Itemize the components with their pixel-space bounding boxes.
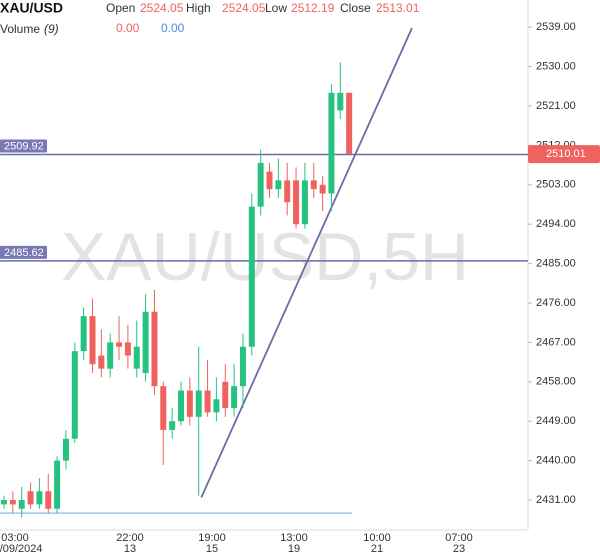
candle-body	[195, 390, 202, 417]
y-tick-label: 2485.00	[536, 257, 576, 269]
price-line-label: 2485.62	[4, 247, 44, 259]
candle-body	[89, 316, 96, 365]
y-tick-label: 2467.00	[536, 336, 576, 348]
candle-body	[27, 491, 34, 505]
volume-label: Volume	[0, 22, 40, 36]
candle-body	[36, 491, 43, 505]
candle-body	[257, 162, 264, 207]
volume-value: 0.00	[161, 21, 185, 35]
price-line-label-box	[0, 245, 47, 259]
candle-body	[319, 184, 326, 194]
candle-body	[169, 421, 176, 430]
candle-body	[116, 342, 123, 347]
candle-body	[186, 390, 193, 417]
y-tick-label: 2494.00	[536, 218, 576, 230]
x-date-label: 13	[124, 543, 136, 555]
header-low-label: Low	[265, 1, 287, 15]
x-date-label: 21	[371, 543, 383, 555]
header-open: 2524.05	[140, 1, 184, 15]
y-tick-label: 2431.00	[536, 494, 576, 506]
x-date-label: 19	[288, 543, 300, 555]
candle-body	[346, 92, 353, 155]
x-date-label: 15	[206, 543, 218, 555]
price-line-label: 2509.92	[4, 140, 44, 152]
candle-body	[107, 342, 114, 369]
last-price-label: 2510.01	[546, 148, 586, 160]
candle-body	[328, 92, 335, 194]
header-close: 2513.01	[376, 1, 420, 15]
watermark: XAU/USD,5H	[61, 219, 469, 295]
x-tick-label: 10:00	[363, 532, 391, 544]
candle-body	[9, 500, 16, 505]
candle-body	[310, 180, 317, 190]
candle-body	[45, 491, 52, 509]
x-tick-label: 13:00	[280, 532, 308, 544]
candle-body	[231, 386, 238, 409]
y-tick-label: 2440.00	[536, 455, 576, 467]
header-open-label: Open	[106, 1, 135, 15]
symbol: XAU/USD	[0, 0, 63, 16]
candle-body	[301, 180, 308, 225]
volume-period: (9)	[44, 22, 59, 36]
candle-body	[18, 500, 25, 509]
x-tick-label: 03:00	[1, 532, 29, 544]
last-price-box	[528, 145, 600, 164]
candle-body	[142, 311, 149, 374]
y-tick-label: 2503.00	[536, 179, 576, 191]
x-tick-label: 19:00	[198, 532, 226, 544]
y-tick-label: 2476.00	[536, 297, 576, 309]
candle-body	[124, 342, 131, 356]
candle-body	[80, 316, 87, 352]
candle-body	[62, 438, 69, 461]
candle-body	[160, 386, 167, 430]
y-tick-label: 2539.00	[536, 21, 576, 33]
y-tick-label: 2521.00	[536, 100, 576, 112]
header-close-label: Close	[340, 1, 371, 15]
candle-body	[293, 180, 300, 225]
candle-body	[337, 92, 344, 111]
header-low: 2512.19	[291, 1, 335, 15]
candle-body	[71, 351, 78, 439]
candle-body	[151, 311, 158, 387]
candle-body	[178, 390, 184, 422]
y-tick-label: 2449.00	[536, 415, 576, 427]
x-tick-label: 22:00	[116, 532, 144, 544]
candle-body	[54, 460, 61, 509]
candle-body	[275, 180, 282, 190]
price-line-label-box	[0, 139, 47, 153]
candle-body	[222, 381, 229, 409]
x-tick-label: 07:00	[445, 532, 473, 544]
x-date-label: 23	[453, 543, 465, 555]
y-tick-label: 2530.00	[536, 60, 576, 72]
candle-body	[1, 500, 7, 505]
trend-line	[200, 27, 413, 498]
header-high: 2524.05	[222, 1, 266, 15]
candle-body	[213, 399, 220, 413]
candle-body	[284, 180, 291, 203]
candle-body	[248, 206, 255, 347]
y-tick-label: 2458.00	[536, 376, 576, 388]
candle-body	[266, 171, 273, 190]
volume-value: 0.00	[116, 21, 140, 35]
header-high-label: High	[186, 1, 211, 15]
candle-body	[133, 346, 140, 369]
candle-body	[98, 355, 105, 369]
candle-body	[204, 390, 211, 413]
candle-body	[239, 346, 246, 387]
x-date-label: 08/09/2024	[0, 543, 43, 555]
